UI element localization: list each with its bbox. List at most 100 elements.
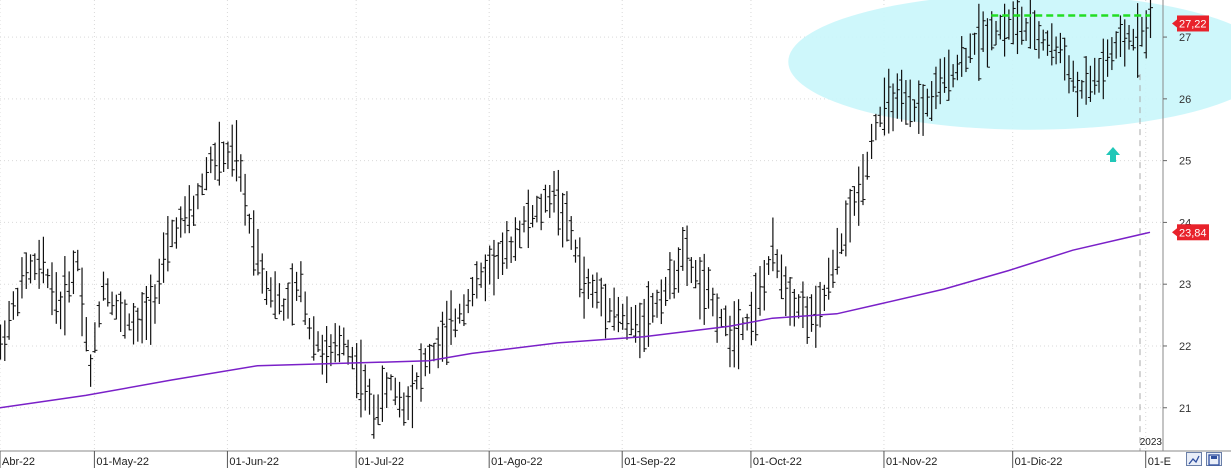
ohlc-bar [341,327,346,355]
ohlc-bar [204,157,209,190]
ohlc-bar [659,279,664,324]
ohlc-bar [243,174,248,226]
ohlc-bar [286,283,291,319]
ohlc-bar [706,267,711,309]
ohlc-bar [311,316,316,360]
ohlc-bar [200,174,205,196]
ohlc-bar [238,154,243,192]
ohlc-bar [354,343,359,398]
ohlc-bar [165,216,170,271]
ohlc-bar [805,296,810,344]
ohlc-bar [715,293,720,342]
ohlc-bar [474,261,479,298]
ohlc-bar [689,257,694,283]
ohlc-bar [376,394,381,424]
ohlc-bar [67,271,72,302]
x-tick-label: 01-Ago-22 [491,456,542,468]
ohlc-bar [208,147,213,174]
ohlc-bar [92,322,97,353]
ohlc-bar [697,257,702,319]
ohlc-bar [594,272,599,308]
ohlc-bar [534,196,539,223]
ohlc-bar [453,309,458,338]
ohlc-bar [367,379,372,415]
ohlc-bar [586,269,591,299]
ohlc-bar [131,303,136,344]
ohlc-bar [277,283,282,314]
ohlc-bar [183,196,188,233]
x-tick-label: Abr-22 [2,456,35,468]
ohlc-bar [539,194,544,230]
ohlc-bar [552,171,557,213]
y-tick-label: 25 [1179,156,1191,168]
ohlc-bar [869,124,874,159]
save-icon[interactable] [1206,452,1222,466]
ohlc-bar [843,200,848,256]
x-tick-label: 01-Nov-22 [886,456,937,468]
ohlc-bar [316,331,321,352]
ohlc-bar [873,114,878,140]
ohlc-bar [865,152,870,180]
ohlc-bar [247,214,252,234]
ohlc-bar [749,292,754,346]
ohlc-bar [800,281,805,328]
x-tick-label: 01-Jun-22 [229,456,279,468]
y-tick-label: 26 [1179,94,1191,106]
ohlc-bar [483,254,488,301]
ohlc-bar [655,290,660,318]
ohlc-bar [320,335,325,375]
ohlc-bar [174,217,179,248]
ohlc-bar [363,365,368,411]
y-tick-label: 27 [1179,32,1191,44]
ohlc-bar [564,191,569,241]
ohlc-bar [667,252,672,299]
ohlc-bar [221,142,226,172]
ohlc-bar [479,263,484,288]
ohlc-bar [500,232,505,275]
ohlc-bar [762,260,767,311]
ohlc-bar [251,210,256,275]
ohlc-bar [449,290,454,345]
ohlc-bar [663,277,668,306]
ohlc-bar [303,291,308,325]
ohlc-bar [680,227,685,271]
ohlc-bar [114,295,119,320]
ohlc-bar [457,304,462,324]
ohlc-bar [642,299,647,352]
ohlc-bar [685,226,690,286]
tag-text: 27,22 [1179,18,1207,30]
ohlc-bar [97,301,102,327]
ohlc-bar [616,297,621,332]
ohlc-bar [517,221,522,248]
ohlc-bar [599,278,604,317]
x-tick-label: 01-Dic-22 [1015,456,1063,468]
ohlc-bar [157,259,162,304]
ohlc-bar [28,254,33,283]
ohlc-bar [88,354,93,386]
ohlc-bar [393,378,398,405]
ohlc-bar [504,221,509,269]
tag-pointer [1172,228,1177,236]
ohlc-bar [324,326,329,383]
ohlc-bar [573,240,578,263]
ohlc-bar [556,170,561,235]
ohlc-bar [461,294,466,326]
ohlc-bar [779,255,784,299]
ohlc-bar [856,167,861,226]
ohlc-bar [170,220,175,247]
ohlc-bar [702,254,707,325]
ohlc-bar [607,298,612,322]
ohlc-bar [569,216,574,250]
ohlc-bar [637,303,642,358]
ohlc-bar [852,186,857,216]
ohlc-bar [24,252,29,289]
ohlc-bar [783,266,788,316]
ohlc-bar [423,348,428,376]
ohlc-bar [620,304,625,330]
up-arrow-icon [1106,147,1120,162]
ohlc-bar [547,185,552,218]
ohlc-bar [431,343,436,361]
scale-toggle-icon[interactable] [1186,452,1202,466]
ohlc-bar [440,312,445,362]
